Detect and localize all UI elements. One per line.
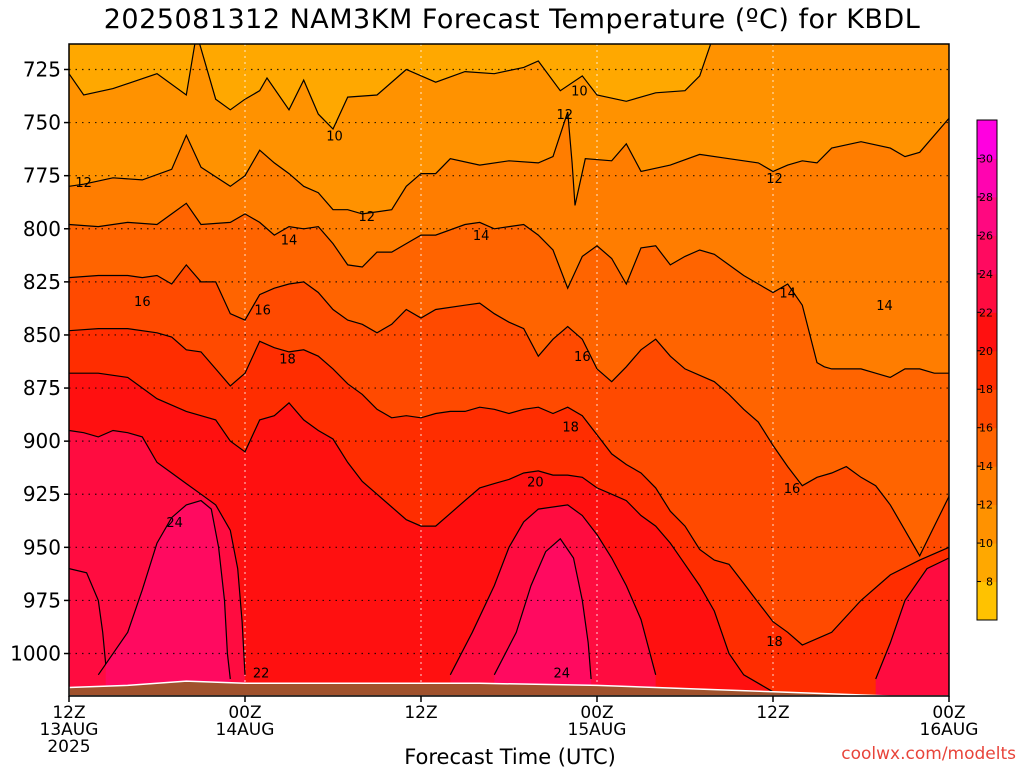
isotherm-18-4 [69,328,949,646]
contour-label-16-13: 16 [784,482,801,497]
contour-label-12-3: 12 [75,176,92,191]
band-fill-24-9 [494,538,592,696]
band-fill-22-11 [69,568,106,696]
contour-label-16-11: 16 [254,303,271,318]
colorbar-swatch-12 [977,466,997,506]
colorbar-swatch-10 [977,504,997,544]
isotherm-24-7 [97,499,231,680]
y-tick-label-925: 925 [23,482,61,506]
colorbar-swatch-20 [977,312,997,352]
contour-label-18-15: 18 [562,420,579,435]
y-axis: 725 750 775 800 825 850 875 900 925 950 975 1000 [10,57,69,666]
band-fill-22-10 [875,558,949,696]
y-tick-label-975: 975 [23,588,61,612]
x-tick-label-36-0: 00Z [580,703,613,723]
chart-title: 2025081312 NAM3KM Forecast Temperature (… [103,4,921,35]
colorbar-label-14: 14 [979,460,993,473]
colorbar-label-28: 28 [979,191,993,204]
contour-label-18-16: 18 [766,635,783,650]
x-tick-label-12-0: 00Z [228,703,261,723]
contour-label-20-17: 20 [527,475,544,490]
contour-label-14-7: 14 [473,229,490,244]
colorbar-swatch-8 [977,543,997,583]
contour-labels: 10 10 12 12 12 12 14 14 14 14 16 16 16 16 18 18 18 20 22 24… [75,85,892,682]
plot-frame [68,43,950,697]
colorbar-swatch-30 [977,120,997,159]
colorbar-label-18: 18 [979,383,993,396]
x-tick-label-48-0: 12Z [756,703,789,723]
colorbar: 8 10 12 14 16 18 20 22 24 26 28 30 [976,119,998,621]
x-tick-label-60-0: 00Z [932,703,965,723]
x-axis-label: Forecast Time (UTC) [404,745,616,769]
contour-label-18-14: 18 [279,352,296,367]
colorbar-swatch-6 [977,581,997,621]
isotherm-22-11 [69,568,107,665]
x-tick-label-36-1: 15AUG [568,720,627,740]
isotherm-24-9 [493,537,592,680]
contour-label-12-2: 12 [556,108,573,123]
y-tick-label-800: 800 [23,217,61,241]
colorbar-swatch-18 [977,350,997,390]
band-fill-24-7 [98,500,231,696]
colorbar-swatch-22 [977,273,997,313]
contour-label-24-19: 24 [166,516,183,531]
y-tick-label-725: 725 [23,57,61,81]
y-tick-label-900: 900 [23,429,61,453]
contour-label-14-8: 14 [779,286,796,301]
contour-label-10-0: 10 [326,129,343,144]
colorbar-label-30: 30 [979,152,993,165]
isotherm-22-10 [875,557,949,680]
x-tick-label-0-2: 2025 [47,737,90,757]
colorbar-label-10: 10 [979,537,993,550]
colorbar-label-8: 8 [986,576,993,589]
contour-label-12-5: 12 [766,172,783,187]
isotherm-20-5 [69,372,774,693]
contour-label-14-6: 14 [281,233,298,248]
contour-label-14-9: 14 [876,299,893,314]
colorbar-swatch-16 [977,389,997,429]
colorbar-swatch-28 [977,158,997,198]
x-tick-label-60-1: 16AUG [920,720,979,740]
isotherm-16-3 [69,263,949,558]
contour-label-10-1: 10 [571,85,588,100]
isotherm-22-8 [449,504,657,676]
colorbar-swatch-24 [977,235,997,275]
isotherm-14-2 [69,202,949,379]
x-tick-label-24-0: 12Z [404,703,437,723]
colorbar-label-24: 24 [979,268,993,281]
isotherm-22-6 [69,429,246,675]
isotherm-12-1 [69,111,949,215]
colorbar-frame [976,119,998,621]
contour-label-12-4: 12 [358,210,375,225]
y-tick-label-950: 950 [23,535,61,559]
grid-lines [69,44,949,696]
source-link[interactable]: coolwx.com/modelts [841,744,1016,764]
colorbar-label-12: 12 [979,499,993,512]
colorbar-label-16: 16 [979,422,993,435]
y-tick-label-875: 875 [23,376,61,400]
y-tick-label-750: 750 [23,111,61,135]
contour-label-16-12: 16 [574,350,591,365]
y-tick-label-825: 825 [23,270,61,294]
x-tick-label-0-0: 12Z [52,703,85,723]
colorbar-label-22: 22 [979,306,993,319]
colorbar-swatch-14 [977,427,997,467]
contour-label-22-18: 22 [253,667,270,682]
y-tick-label-775: 775 [23,164,61,188]
isotherm-lines [69,44,949,693]
colorbar-swatch-26 [977,196,997,236]
y-tick-label-850: 850 [23,323,61,347]
x-tick-label-12-1: 14AUG [216,720,275,740]
contour-label-24-20: 24 [554,667,571,682]
colorbar-label-26: 26 [979,229,993,242]
contour-label-16-10: 16 [134,295,151,310]
y-tick-label-1000: 1000 [10,642,61,666]
colorbar-label-20: 20 [979,345,993,358]
x-tick-label-0-1: 13AUG [40,720,99,740]
